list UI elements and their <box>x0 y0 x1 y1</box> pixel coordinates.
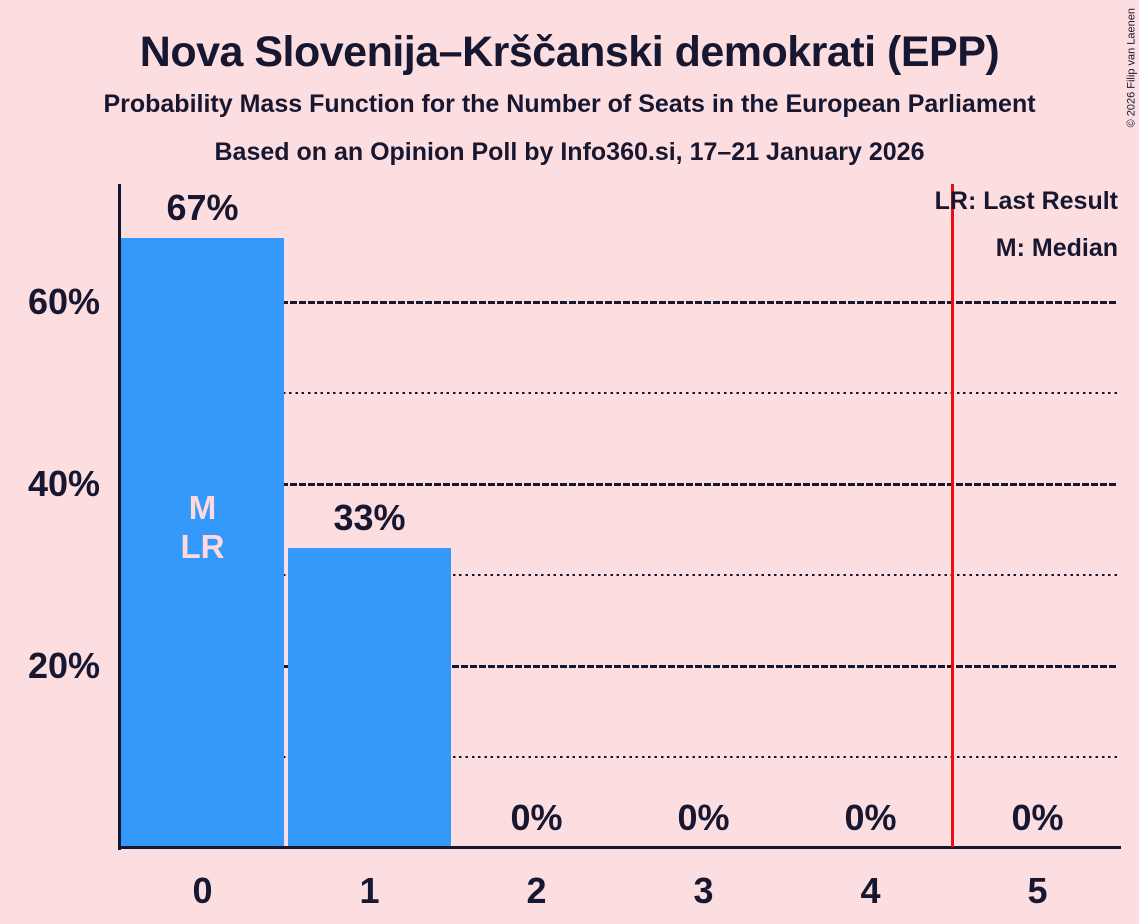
bar-value-label-seat-1: 33% <box>333 496 406 538</box>
y-tick-label-60pct: 60% <box>27 281 100 322</box>
y-tick-label-20pct: 20% <box>27 645 100 686</box>
y-tick-label-40pct: 40% <box>27 463 100 504</box>
x-tick-label-seat-3: 3 <box>693 870 714 911</box>
bar-seat-1 <box>288 547 451 848</box>
x-tick-label-seat-2: 2 <box>526 870 547 911</box>
gridline-dotted-50pct <box>119 391 1118 395</box>
bar-value-label-seat-2: 0% <box>510 797 563 838</box>
chart-source-line: Based on an Opinion Poll by Info360.si, … <box>214 138 925 166</box>
legend-median: M: Median <box>995 234 1118 262</box>
legend-last-result: LR: Last Result <box>934 187 1118 215</box>
chart-subtitle: Probability Mass Function for the Number… <box>103 90 1036 118</box>
bar-value-label-seat-3: 0% <box>677 797 730 838</box>
x-tick-label-seat-5: 5 <box>1027 870 1048 911</box>
bar-value-label-seat-4: 0% <box>844 797 897 838</box>
median-label: M <box>188 489 217 526</box>
last-result-label: LR <box>180 528 225 565</box>
gridline-solid-40pct <box>119 482 1118 486</box>
last-result-marker-line <box>951 184 954 847</box>
x-axis-line <box>118 846 1121 849</box>
bar-value-label-seat-5: 0% <box>1011 797 1064 838</box>
median-last-result-label: M LR <box>133 488 273 566</box>
gridline-solid-20pct <box>119 664 1118 668</box>
chart-title: Nova Slovenija–Krščanski demokrati (EPP) <box>139 28 1000 76</box>
bar-seat-0 <box>121 238 284 848</box>
x-tick-label-seat-0: 0 <box>192 870 213 911</box>
x-tick-label-seat-4: 4 <box>860 870 881 911</box>
gridline-solid-60pct <box>119 300 1118 304</box>
y-axis-line <box>118 184 121 850</box>
x-tick-label-seat-1: 1 <box>359 870 380 911</box>
copyright-text: © 2026 Filip van Laenen <box>1125 8 1137 128</box>
gridline-dotted-10pct <box>119 755 1118 759</box>
bar-value-label-seat-0: 67% <box>166 187 239 229</box>
gridline-dotted-30pct <box>119 573 1118 577</box>
